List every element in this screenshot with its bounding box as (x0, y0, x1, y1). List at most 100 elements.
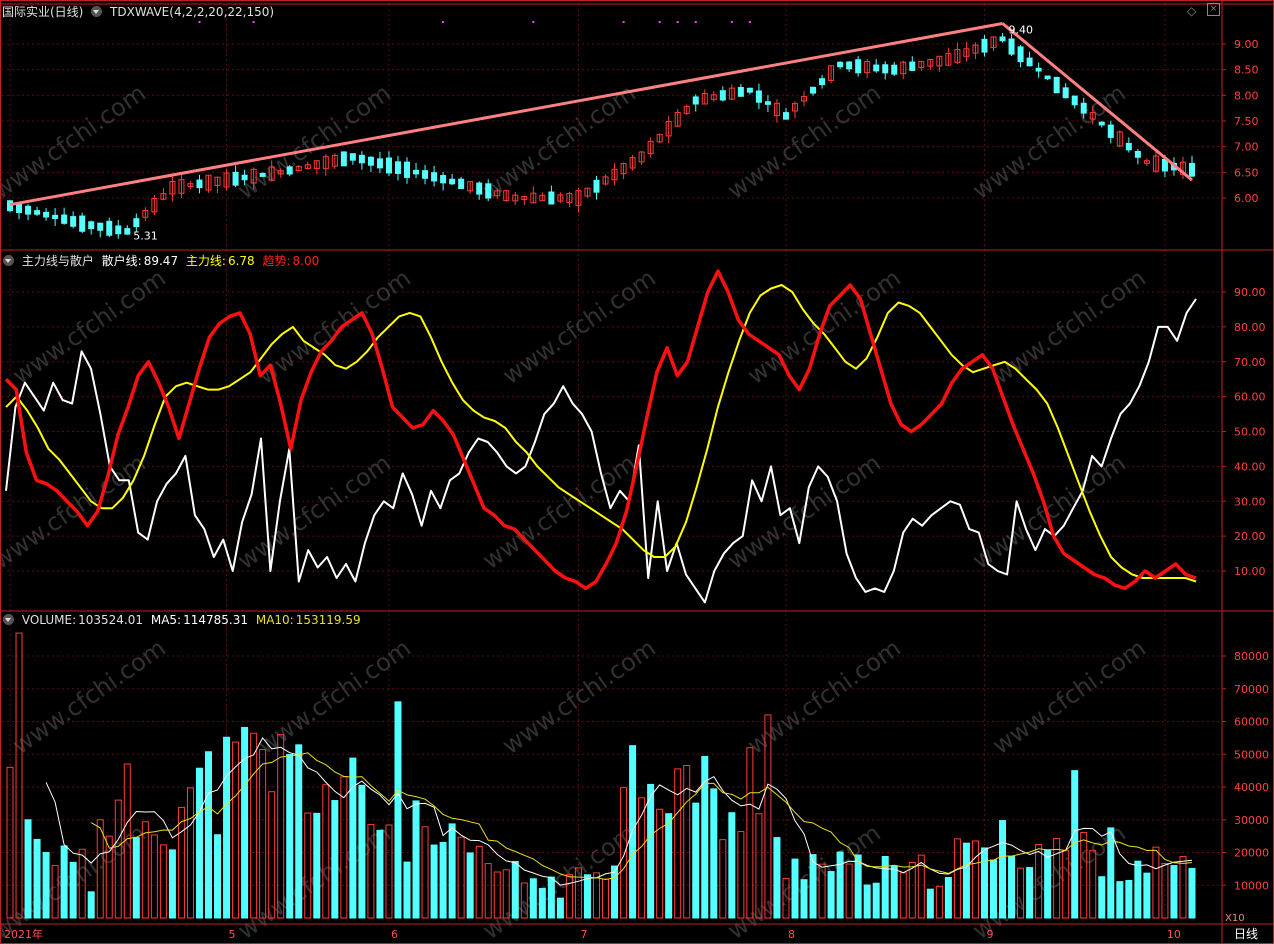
volume-bar (232, 741, 240, 919)
candle-body (1098, 121, 1105, 126)
volume-bar (674, 768, 682, 919)
price-tick-label: 8.50 (1234, 64, 1259, 77)
watermark: www.cfchi.com www.cfchi.com www.cfchi.com w… (0, 79, 1151, 944)
candle-body (1134, 150, 1141, 158)
candle-body (864, 61, 871, 74)
volume-bar (755, 813, 763, 919)
candle-body (34, 210, 41, 215)
chevron-down-icon[interactable] (91, 6, 103, 17)
candles (7, 21, 1195, 239)
osc-tick-label: 10.00 (1234, 565, 1266, 578)
candle-body (196, 179, 203, 189)
x-month-label: 8 (788, 928, 795, 941)
candle-body (494, 190, 501, 197)
period-label: 日线 (1234, 927, 1258, 941)
candle-body (945, 53, 952, 66)
volume-bar (872, 882, 880, 919)
candle-body (331, 154, 338, 167)
volume-bars (6, 632, 1196, 919)
candle-body (999, 36, 1006, 42)
osc-tick-label: 70.00 (1234, 356, 1266, 369)
candle-body (277, 170, 284, 175)
candle-body (259, 172, 266, 177)
volume-bar (971, 840, 979, 919)
volume-bar (1170, 865, 1178, 919)
signal-dot (198, 21, 201, 23)
candle-body (304, 164, 311, 169)
scale-label: X10 (1225, 913, 1245, 924)
volume-bar (177, 806, 185, 919)
candle-body (773, 102, 780, 117)
volume-bar (791, 858, 799, 919)
candle-body (575, 190, 582, 206)
volume-bar (186, 787, 194, 919)
volume-bar (511, 861, 519, 919)
volume-tick-label: 80000 (1234, 650, 1269, 663)
candle-body (286, 166, 293, 175)
candle-body (674, 111, 681, 127)
candle-body (873, 64, 880, 72)
volume-bar (782, 877, 790, 919)
chevron-down-icon[interactable] (3, 614, 14, 625)
watermark-text: www.cfchi.com (742, 634, 905, 760)
candle-body (1008, 38, 1015, 55)
candle-body (413, 169, 420, 175)
close-icon[interactable]: × (1207, 3, 1220, 16)
ma10-value: 153119.59 (295, 613, 361, 627)
candle-body (142, 210, 149, 218)
volume-bar (935, 885, 943, 919)
volume-bar (809, 854, 817, 919)
candle-body (1062, 87, 1069, 99)
price-tick-label: 7.00 (1234, 141, 1259, 154)
volume-bar (556, 897, 564, 919)
candle-body (97, 222, 104, 231)
volume-bar (999, 820, 1007, 919)
candle-body (746, 87, 753, 93)
volume-bar (1107, 827, 1115, 919)
candle-body (178, 179, 185, 194)
chevron-down-icon[interactable] (3, 255, 14, 266)
ma5-label: MA5: (150, 613, 182, 627)
candle-body (1089, 112, 1096, 120)
candle-body (1017, 46, 1024, 63)
candle-body (828, 65, 835, 81)
volume-bar (412, 800, 420, 919)
volume-bar (376, 829, 384, 919)
watermark-text: www.cfchi.com (252, 634, 415, 760)
candle-body (376, 158, 383, 169)
candle-body (449, 178, 456, 185)
watermark-text: www.cfchi.com (252, 264, 415, 390)
volume-tick-label: 50000 (1234, 748, 1269, 761)
volume-bar (583, 874, 591, 919)
candle-body (169, 181, 176, 195)
candle-body (476, 182, 483, 195)
price-tick-label: 6.00 (1234, 192, 1259, 205)
diamond-icon[interactable]: ◇ (1187, 4, 1197, 18)
signal-dot (730, 21, 733, 23)
candle-body (79, 215, 86, 232)
candle-body (837, 61, 844, 68)
watermark-text: www.cfchi.com (477, 79, 640, 205)
candle-body (909, 61, 916, 71)
candle-body (25, 205, 32, 215)
candle-body (250, 168, 257, 184)
candle-body (241, 174, 248, 181)
volume-bar (719, 839, 727, 919)
candle-body (340, 151, 347, 167)
signal-dot (748, 21, 751, 23)
candle-body (115, 225, 122, 235)
volume-bar (493, 871, 501, 919)
osc-title: 主力线与散户 (21, 254, 94, 268)
retail-label: 散户线: (101, 254, 142, 268)
candle-body (61, 214, 68, 224)
candle-body (160, 193, 167, 200)
candle-body (268, 166, 275, 181)
signal-dot (676, 21, 679, 23)
volume-bar (701, 755, 709, 919)
candle-body (611, 168, 618, 181)
candle-body (918, 60, 925, 69)
volume-bar (1044, 849, 1052, 919)
candle-body (133, 218, 140, 228)
volume-bar (241, 726, 249, 919)
